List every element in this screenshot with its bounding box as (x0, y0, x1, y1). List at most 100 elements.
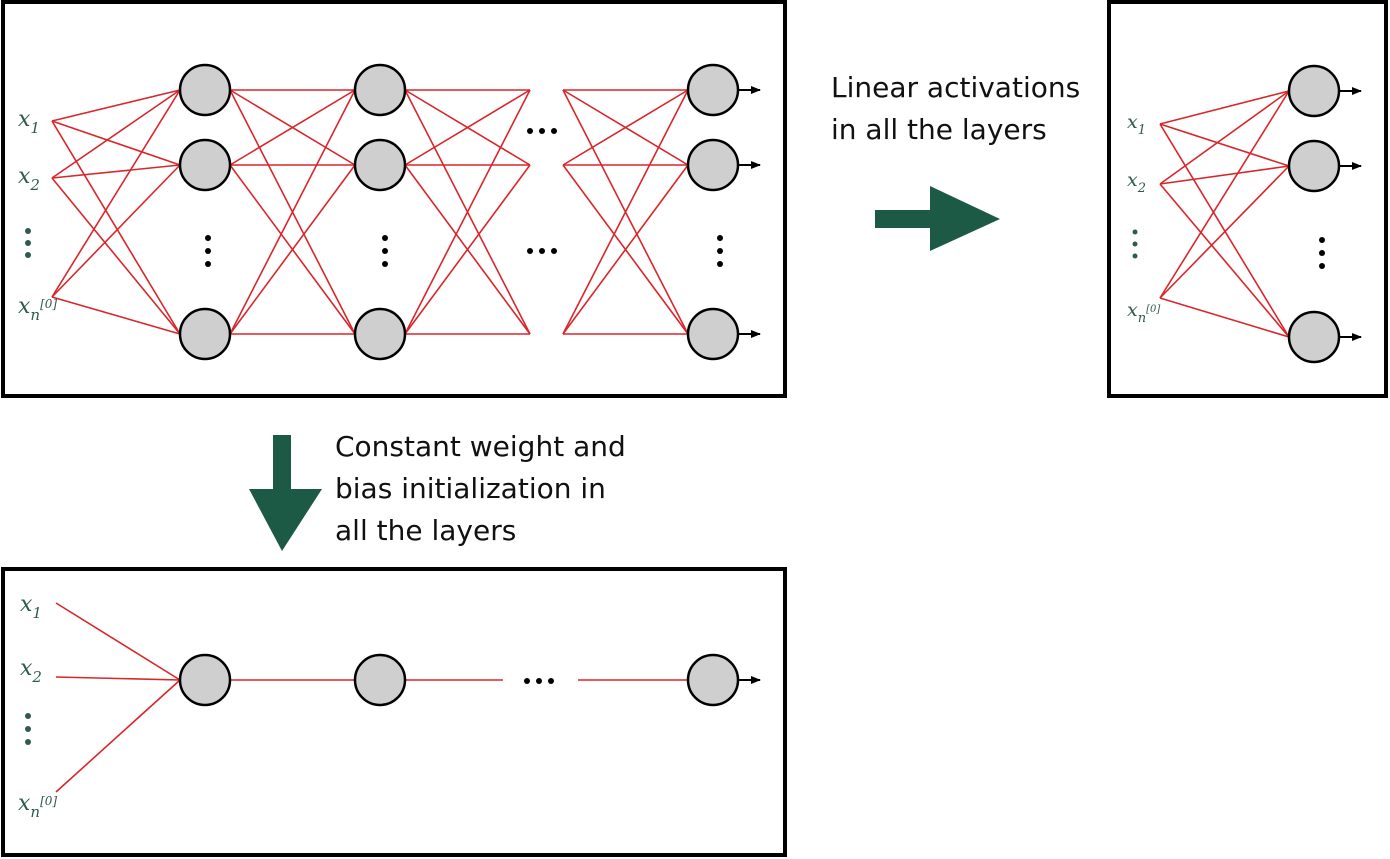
ellipsis-dot (1319, 237, 1325, 243)
neuron-node (686, 138, 740, 192)
input-label-superscript: [0] (40, 794, 57, 808)
ellipsis-dot (1319, 250, 1325, 256)
ellipsis-dot (25, 240, 31, 246)
neuron-node (1287, 310, 1341, 364)
ellipsis-dot (1319, 263, 1325, 269)
input-label-x: x (18, 294, 31, 319)
connection-line (51, 120, 181, 166)
ellipsis-dot (1132, 241, 1138, 247)
neuron-node (353, 63, 407, 117)
ellipsis-dot (539, 248, 545, 254)
connection-line (55, 676, 181, 681)
input-label-subscript: n (30, 803, 40, 821)
right-arrow-icon (875, 186, 1000, 251)
input-label-superscript: [0] (40, 297, 57, 311)
ellipsis-dot (717, 235, 723, 241)
connection-line (229, 164, 356, 335)
ellipsis-dot (25, 726, 31, 732)
input-label-x: x (18, 164, 31, 189)
input-label: xn[0] (18, 294, 57, 324)
input-label-x: x (1127, 299, 1138, 321)
down-arrow-icon (249, 435, 322, 551)
connection-line (51, 164, 181, 298)
input-label: x1 (18, 107, 40, 137)
caption-line: Constant weight and (335, 430, 626, 463)
neuron-node (353, 138, 407, 192)
caption-line: Linear activations (831, 71, 1081, 104)
ellipsis-dot (205, 248, 211, 254)
input-label-x: x (20, 656, 33, 681)
input-label-subscript: 2 (1137, 181, 1146, 196)
connection-line (1159, 90, 1290, 299)
input-label: x1 (20, 592, 42, 622)
ellipsis-dot (717, 248, 723, 254)
ellipsis-dot (551, 248, 557, 254)
connection-line (51, 177, 181, 335)
input-label: x1 (1127, 111, 1146, 138)
ellipsis-dot (1132, 253, 1138, 259)
connection-line (1159, 90, 1290, 125)
input-label-subscript: 1 (1138, 123, 1146, 138)
input-label: xn[0] (18, 791, 57, 821)
input-label-subscript: 2 (31, 668, 42, 686)
neuron-node (686, 63, 740, 117)
input-label: xn[0] (1127, 299, 1160, 326)
ellipsis-dot (524, 678, 530, 684)
ellipsis-dot (25, 228, 31, 234)
connection-line (51, 89, 181, 179)
neuron-node (353, 307, 407, 361)
connections (51, 89, 1290, 793)
ellipsis-dot (717, 261, 723, 267)
connection-line (229, 89, 356, 335)
input-label-subscript: 1 (30, 119, 40, 137)
ellipsis-dot (548, 678, 554, 684)
ellipses (25, 128, 1325, 745)
input-label-subscript: 1 (32, 604, 42, 622)
ellipsis-dot (382, 235, 388, 241)
ellipsis-dot (539, 128, 545, 134)
connection-line (562, 89, 689, 166)
ellipsis-dot (205, 235, 211, 241)
connection-line (1159, 297, 1290, 338)
input-label: x2 (1127, 169, 1146, 196)
ellipsis-dot (1132, 229, 1138, 235)
ellipsis-dot (382, 248, 388, 254)
input-label-x: x (1127, 169, 1138, 191)
input-label: x2 (18, 164, 40, 194)
connection-line (562, 164, 689, 335)
connection-line (1159, 90, 1290, 185)
connection-line (404, 89, 531, 335)
connection-line (51, 164, 181, 179)
ellipsis-dot (382, 261, 388, 267)
input-label-x: x (20, 592, 33, 617)
caption-line: bias initialization in (335, 472, 606, 505)
connection-line (55, 679, 181, 793)
connection-line (51, 296, 181, 335)
ellipsis-dot (527, 128, 533, 134)
neuron-node (178, 653, 232, 707)
connection-line (404, 89, 531, 166)
neuron-node (1287, 64, 1341, 118)
ellipsis-dot (25, 739, 31, 745)
linear-activations-caption: Linear activations in all the layers (831, 67, 1080, 151)
ellipsis-dot (25, 713, 31, 719)
connection-line (51, 120, 181, 335)
input-label: x2 (20, 656, 42, 686)
neuron-node (686, 307, 740, 361)
neuron-node (178, 138, 232, 192)
input-label-superscript: [0] (1146, 304, 1160, 315)
neuron-node (178, 63, 232, 117)
ellipsis-dot (25, 252, 31, 258)
connection-line (55, 602, 181, 681)
input-label-x: x (1127, 111, 1138, 133)
connection-line (404, 164, 531, 335)
connection-line (51, 89, 181, 298)
caption-line: in all the layers (831, 113, 1047, 146)
ellipsis-dot (527, 248, 533, 254)
linear-network-panel (1107, 0, 1388, 398)
input-label-x: x (18, 107, 31, 132)
input-label-x: x (18, 791, 31, 816)
input-label-subscript: 2 (29, 176, 40, 194)
